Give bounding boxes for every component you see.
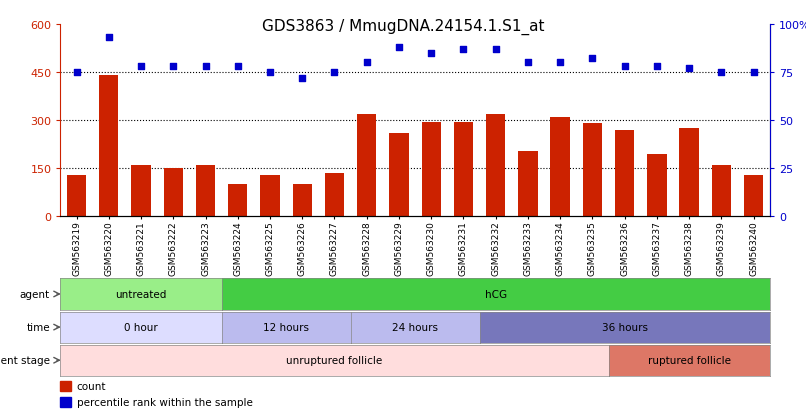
- Point: [296, 75, 309, 82]
- Bar: [131, 166, 151, 217]
- Bar: [486, 114, 505, 217]
- Bar: [260, 175, 280, 217]
- Bar: [67, 175, 86, 217]
- Bar: [647, 154, 667, 217]
- Text: 0 hour: 0 hour: [124, 322, 158, 332]
- Point: [393, 45, 405, 51]
- Bar: [583, 124, 602, 217]
- Point: [231, 64, 244, 70]
- Bar: [357, 114, 376, 217]
- Bar: [325, 173, 344, 217]
- Text: agent: agent: [20, 289, 50, 299]
- Bar: [744, 175, 763, 217]
- Text: 12 hours: 12 hours: [263, 322, 310, 332]
- Text: percentile rank within the sample: percentile rank within the sample: [77, 397, 252, 407]
- Bar: [454, 122, 473, 217]
- Bar: [518, 151, 538, 217]
- Bar: [422, 122, 441, 217]
- Bar: [99, 76, 118, 217]
- Point: [457, 46, 470, 53]
- Bar: [164, 169, 183, 217]
- Point: [747, 69, 760, 76]
- Bar: [712, 166, 731, 217]
- Bar: [615, 131, 634, 217]
- Text: hCG: hCG: [484, 289, 507, 299]
- Point: [70, 69, 83, 76]
- Point: [650, 64, 663, 70]
- Point: [328, 69, 341, 76]
- Text: development stage: development stage: [0, 355, 50, 366]
- Bar: [196, 166, 215, 217]
- Point: [199, 64, 212, 70]
- Text: GDS3863 / MmugDNA.24154.1.S1_at: GDS3863 / MmugDNA.24154.1.S1_at: [262, 19, 544, 35]
- Point: [618, 64, 631, 70]
- Text: unruptured follicle: unruptured follicle: [286, 355, 383, 366]
- Text: count: count: [77, 381, 106, 391]
- Text: 36 hours: 36 hours: [601, 322, 648, 332]
- Bar: [60, 382, 71, 392]
- Point: [715, 69, 728, 76]
- Bar: [679, 129, 699, 217]
- Point: [167, 64, 180, 70]
- Text: 24 hours: 24 hours: [392, 322, 438, 332]
- Text: untreated: untreated: [115, 289, 167, 299]
- Point: [521, 60, 534, 66]
- Point: [586, 56, 599, 63]
- Bar: [293, 185, 312, 217]
- Point: [683, 66, 696, 72]
- Point: [360, 60, 373, 66]
- Text: time: time: [27, 322, 50, 332]
- Bar: [228, 185, 247, 217]
- Bar: [550, 118, 570, 217]
- Point: [554, 60, 567, 66]
- Bar: [60, 397, 71, 407]
- Point: [489, 46, 502, 53]
- Point: [425, 50, 438, 57]
- Point: [135, 64, 147, 70]
- Point: [264, 69, 276, 76]
- Text: ruptured follicle: ruptured follicle: [648, 355, 730, 366]
- Bar: [389, 134, 409, 217]
- Point: [102, 35, 115, 42]
